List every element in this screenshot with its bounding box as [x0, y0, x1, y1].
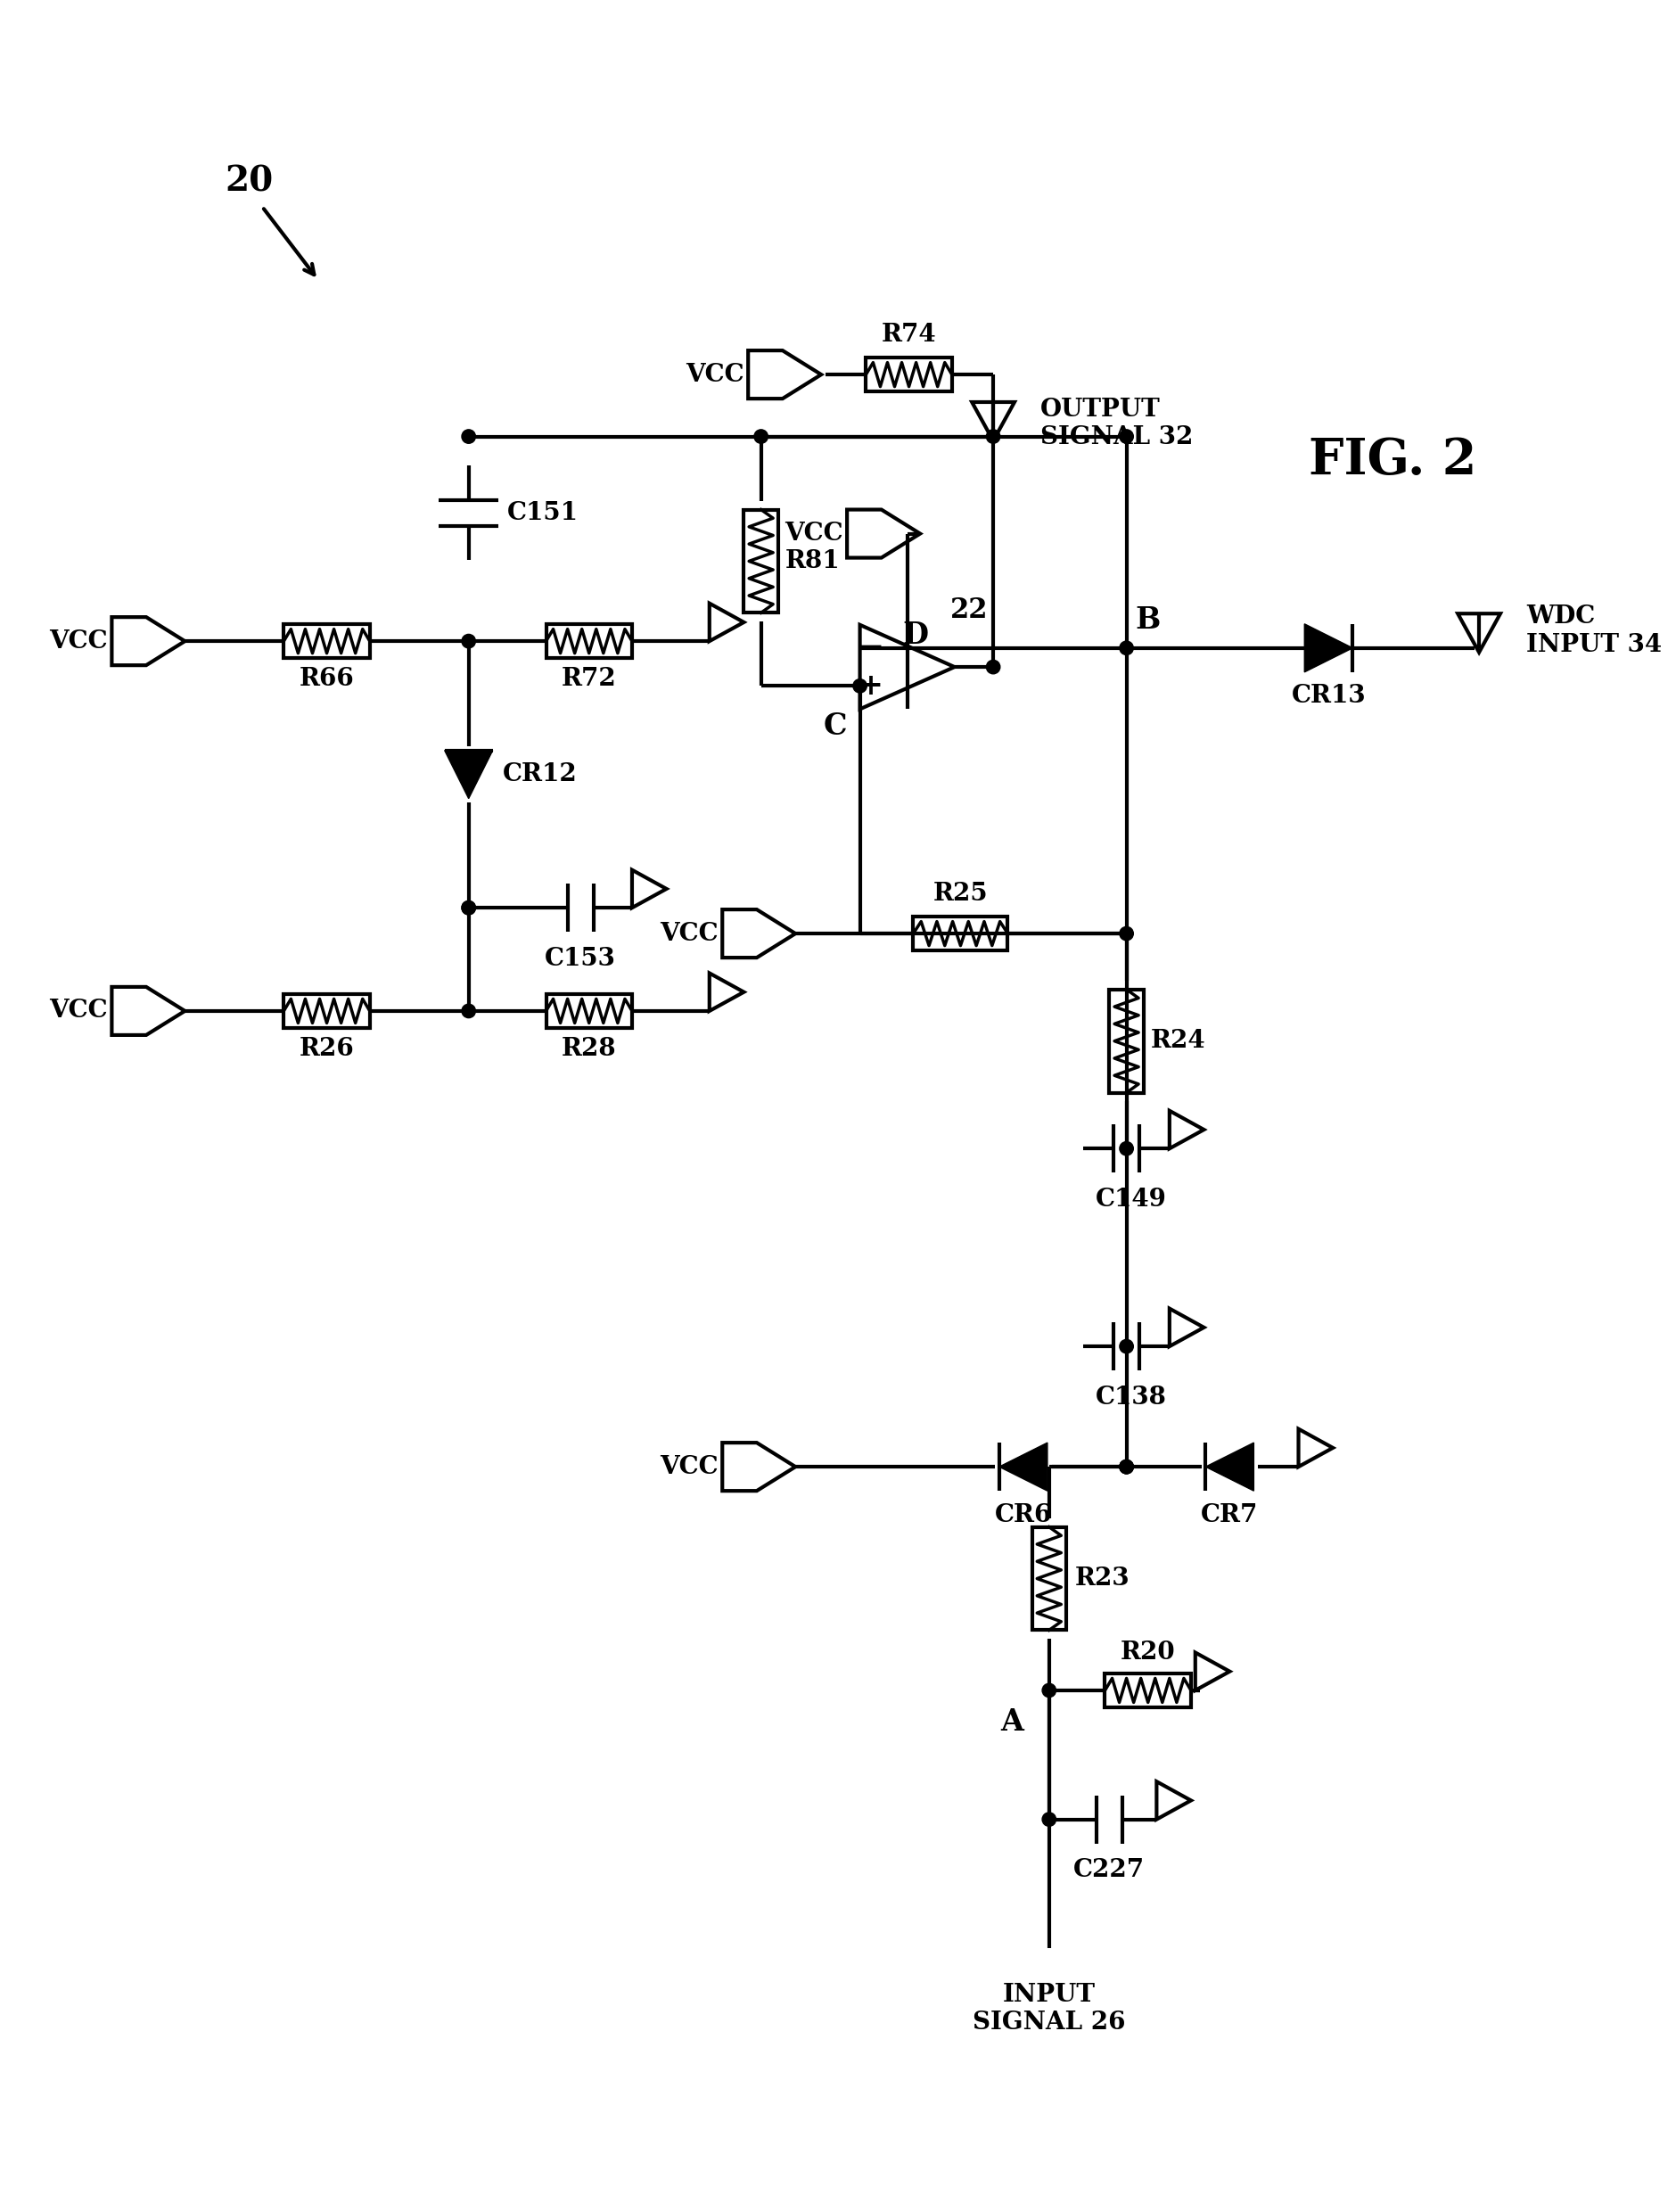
Circle shape [463, 429, 476, 442]
Circle shape [463, 900, 476, 914]
Text: R81: R81 [784, 549, 840, 573]
Text: B: B [1135, 606, 1160, 635]
Text: VCC: VCC [685, 363, 744, 387]
Polygon shape [1304, 624, 1353, 672]
Text: VCC: VCC [660, 1455, 717, 1480]
Text: FIG. 2: FIG. 2 [1309, 436, 1477, 484]
Text: VCC: VCC [49, 1000, 107, 1022]
Text: C227: C227 [1074, 1858, 1145, 1882]
Bar [866, 358, 952, 392]
Bar [546, 993, 632, 1029]
Circle shape [463, 900, 476, 914]
Bar [1104, 1672, 1192, 1708]
Text: OUTPUT
SIGNAL 32: OUTPUT SIGNAL 32 [1041, 398, 1193, 449]
Text: D: D [903, 619, 929, 650]
Text: A: A [1001, 1708, 1024, 1736]
Bar [283, 993, 370, 1029]
Text: R20: R20 [1121, 1641, 1175, 1666]
Circle shape [1042, 1683, 1056, 1697]
Text: C: C [823, 712, 846, 741]
Circle shape [987, 429, 1001, 442]
Text: CR12: CR12 [503, 763, 578, 787]
Text: C149: C149 [1094, 1188, 1166, 1212]
Text: R25: R25 [934, 883, 987, 907]
Text: C138: C138 [1094, 1385, 1166, 1409]
Bar [744, 509, 778, 613]
Bar [546, 624, 632, 659]
Text: CR7: CR7 [1202, 1502, 1259, 1526]
Bar [283, 624, 370, 659]
Circle shape [1120, 1460, 1133, 1473]
Text: C153: C153 [545, 947, 617, 971]
Text: 20: 20 [225, 164, 273, 199]
Text: 22: 22 [950, 597, 989, 624]
Circle shape [1120, 1460, 1133, 1473]
Bar [1110, 989, 1143, 1093]
Circle shape [463, 635, 476, 648]
Text: R23: R23 [1074, 1566, 1130, 1590]
Bar [1032, 1526, 1066, 1630]
Text: R72: R72 [561, 668, 617, 690]
Text: R74: R74 [882, 323, 937, 347]
Circle shape [1120, 1340, 1133, 1354]
Text: +: + [858, 670, 883, 701]
Circle shape [987, 659, 1001, 675]
Polygon shape [1205, 1442, 1254, 1491]
Circle shape [1120, 927, 1133, 940]
Circle shape [1120, 1460, 1133, 1473]
Circle shape [463, 1004, 476, 1018]
Circle shape [1120, 429, 1133, 442]
Text: VCC: VCC [49, 628, 107, 653]
Text: CR13: CR13 [1291, 684, 1366, 708]
Circle shape [1120, 641, 1133, 655]
Text: R26: R26 [300, 1037, 354, 1062]
Circle shape [1120, 1141, 1133, 1155]
Text: VCC: VCC [660, 922, 717, 945]
Text: −: − [856, 630, 885, 666]
Text: R66: R66 [300, 668, 354, 690]
Circle shape [754, 429, 768, 442]
Text: C151: C151 [508, 500, 578, 524]
Text: INPUT
SIGNAL 26: INPUT SIGNAL 26 [972, 1982, 1126, 2035]
Text: WDC
INPUT 34: WDC INPUT 34 [1527, 604, 1663, 657]
Circle shape [1042, 1812, 1056, 1827]
Text: VCC: VCC [784, 522, 843, 546]
Text: CR6: CR6 [994, 1502, 1053, 1526]
Bar [913, 916, 1007, 951]
Circle shape [853, 679, 866, 692]
Text: R24: R24 [1150, 1029, 1205, 1053]
Polygon shape [444, 750, 493, 799]
Text: R28: R28 [561, 1037, 617, 1062]
Polygon shape [999, 1442, 1048, 1491]
